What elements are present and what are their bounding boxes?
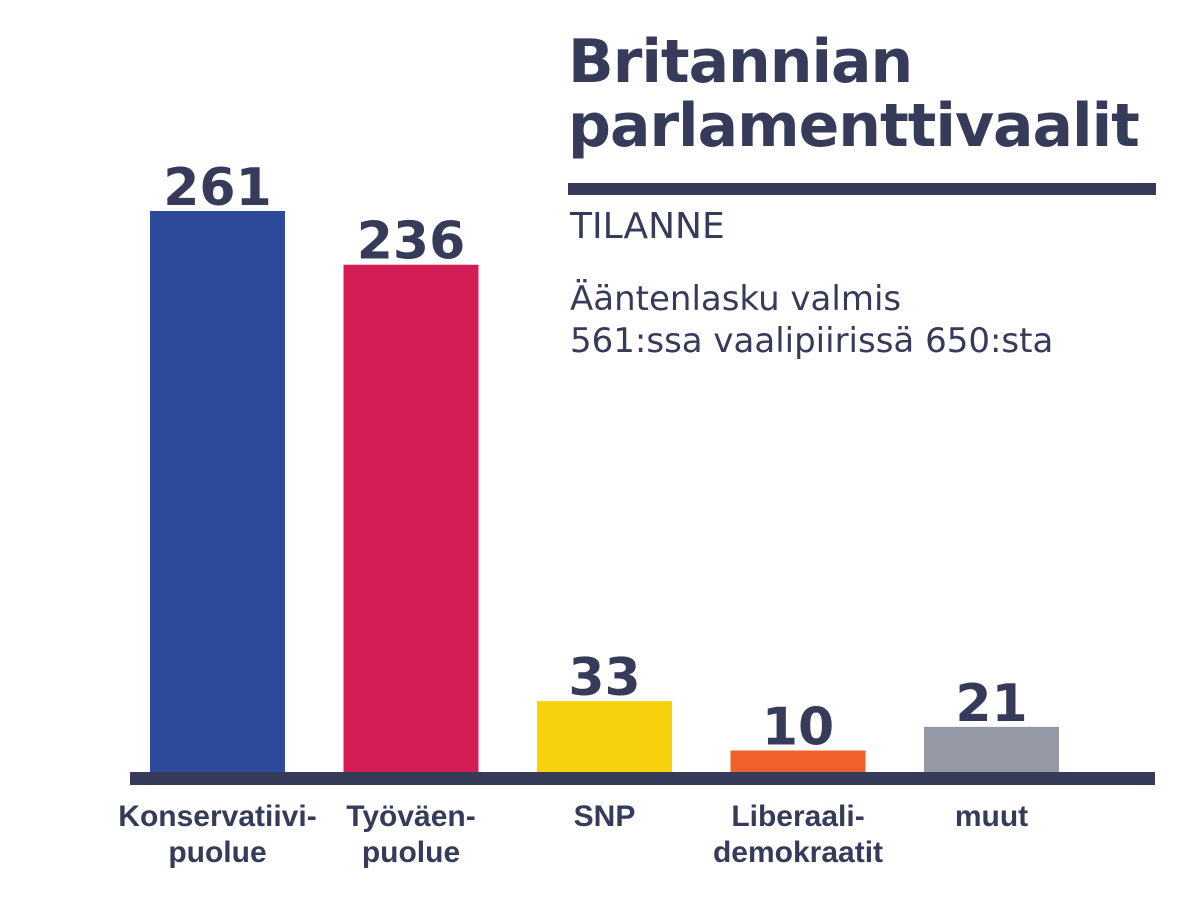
bar-2 xyxy=(537,701,672,772)
category-label-3-line-0: Liberaali- xyxy=(731,800,864,833)
bar-4 xyxy=(924,726,1059,772)
bar-value-label-3: 10 xyxy=(762,698,834,758)
title-divider xyxy=(568,183,1156,195)
bar-1 xyxy=(343,264,479,772)
bar-value-label-0: 261 xyxy=(163,158,272,218)
category-label-0-line-1: puolue xyxy=(168,836,266,869)
bar-3 xyxy=(730,750,866,772)
chart-subtitle: TILANNE xyxy=(570,206,725,247)
labels-layer: 261 Konservatiivi-puolue 236 Työväen-puolue… xyxy=(118,158,1028,869)
category-label-0-line-0: Konservatiivi- xyxy=(118,800,316,833)
bar-0 xyxy=(150,211,285,772)
category-label-4-line-0: muut xyxy=(955,800,1028,833)
bars-layer xyxy=(150,211,1059,772)
bar-value-label-2: 33 xyxy=(568,648,640,708)
bar-value-label-4: 21 xyxy=(955,674,1027,734)
category-label-3-line-1: demokraatit xyxy=(713,836,883,869)
category-label-1-line-0: Työväen- xyxy=(346,800,475,833)
bar-value-label-1: 236 xyxy=(357,212,466,272)
chart-annotation: Ääntenlasku valmis 561:ssa vaalipiirissä… xyxy=(570,278,1190,362)
annotation-line1: Ääntenlasku valmis xyxy=(570,279,902,319)
annotation-line2: 561:ssa vaalipiirissä 650:sta xyxy=(570,321,1054,361)
chart-title-line2: parlamenttivaalit xyxy=(568,91,1140,161)
category-label-1-line-1: puolue xyxy=(362,836,460,869)
chart-title: Britannian parlamenttivaalit xyxy=(568,30,1188,158)
chart-title-line1: Britannian xyxy=(568,27,913,97)
x-axis-line xyxy=(130,772,1155,785)
category-label-2-line-0: SNP xyxy=(574,800,636,833)
